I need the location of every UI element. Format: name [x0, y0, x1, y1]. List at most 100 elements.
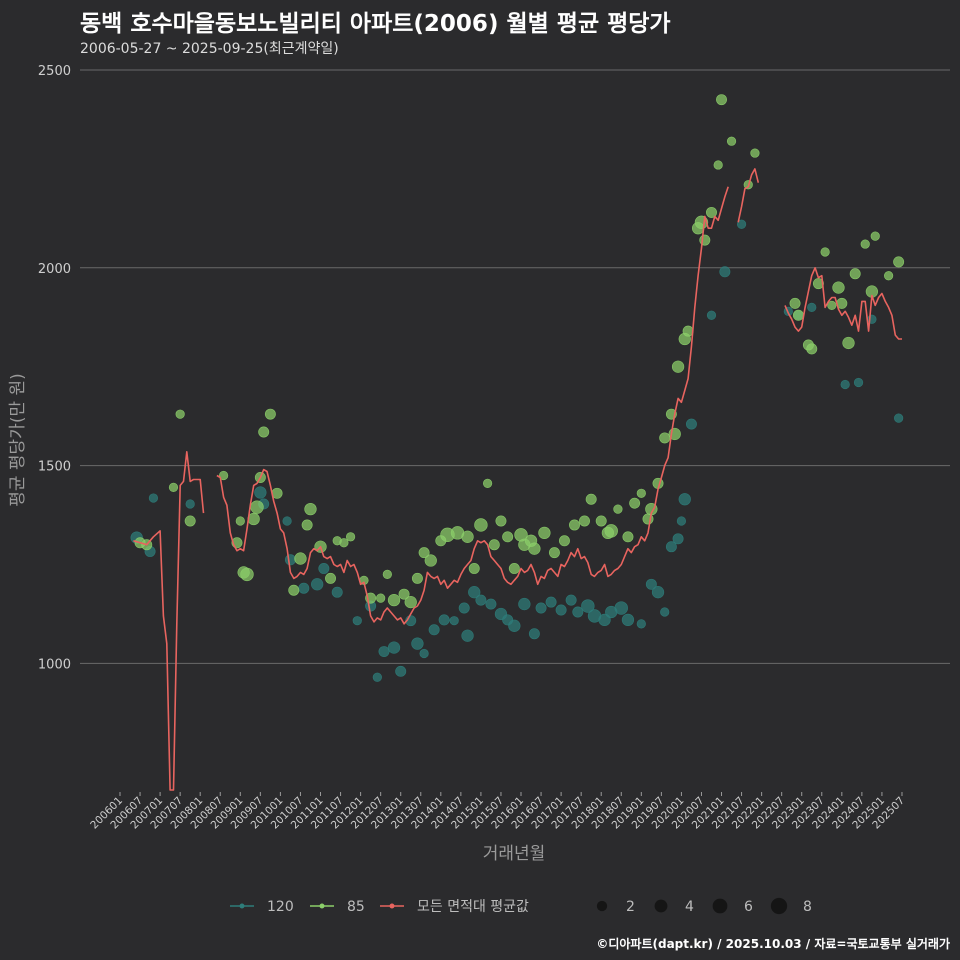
y-axis-ticks: 1000 1500 2000 2500 [38, 64, 71, 672]
point-85 [585, 493, 597, 505]
point-85 [495, 515, 507, 527]
point-85 [870, 231, 880, 241]
point-120 [565, 594, 577, 606]
point-85 [726, 136, 737, 146]
point-85 [622, 531, 634, 543]
legend-size-2: 2 [596, 899, 635, 915]
point-120 [254, 486, 267, 499]
point-85 [789, 297, 801, 309]
point-85 [339, 538, 349, 548]
point-120 [372, 672, 382, 682]
legend: 120 85 모든 면적대 평균값 2 4 6 8 [230, 897, 812, 915]
point-85 [893, 256, 905, 268]
point-120 [428, 624, 440, 636]
point-85 [168, 482, 179, 492]
point-120 [331, 586, 343, 598]
point-120 [676, 516, 687, 526]
point-120 [660, 607, 670, 617]
source-credit: ©디아파트(dapt.kr) / 2025.10.03 / 자료=국토교통부 실… [596, 937, 950, 951]
chart-title: 동백 호수마을동보노빌리티 아파트(2006) 월별 평균 평당가 [80, 11, 671, 37]
point-85 [659, 432, 671, 444]
point-85 [613, 504, 623, 514]
point-120 [621, 613, 635, 627]
legend-label: 120 [267, 899, 294, 915]
point-85 [716, 94, 727, 106]
point-120 [419, 648, 429, 659]
average-line-segment [216, 186, 729, 625]
y-axis-title: 평균 평당가(만 원) [8, 373, 28, 507]
legend-size-label: 4 [685, 899, 694, 915]
point-85 [474, 518, 488, 532]
point-85 [376, 593, 386, 603]
point-85 [528, 542, 541, 555]
point-120 [706, 310, 717, 320]
point-120 [636, 619, 646, 629]
legend-size-circle [596, 900, 608, 912]
point-120 [508, 619, 521, 632]
point-85 [579, 515, 590, 527]
point-85 [884, 271, 894, 281]
point-120 [598, 613, 611, 627]
legend-size-6: 6 [712, 898, 753, 915]
legend-dot-swatch [239, 903, 245, 909]
point-120 [395, 665, 407, 677]
point-85 [235, 516, 245, 526]
point-85 [569, 519, 580, 531]
point-85 [288, 584, 300, 596]
point-120 [475, 594, 487, 606]
point-85 [301, 519, 313, 531]
point-85 [345, 532, 356, 542]
point-120 [458, 602, 470, 614]
point-120 [148, 493, 159, 503]
point-85 [538, 526, 551, 539]
legend-label: 85 [347, 899, 365, 915]
legend-size-label: 8 [803, 899, 812, 915]
point-120 [853, 377, 864, 388]
legend-dot-swatch [319, 903, 325, 909]
point-85 [806, 343, 818, 355]
point-120 [685, 418, 697, 430]
point-85 [832, 281, 845, 294]
point-85 [792, 309, 804, 321]
point-85 [548, 547, 560, 559]
legend-size-label: 6 [744, 899, 753, 915]
point-85 [820, 247, 830, 257]
legend-item-average: 모든 면적대 평균값 [380, 899, 529, 915]
point-85 [325, 572, 337, 584]
point-120 [518, 597, 531, 611]
point-85 [750, 148, 760, 158]
point-120 [411, 637, 424, 650]
point-120 [468, 586, 481, 599]
point-85 [860, 239, 870, 249]
point-120 [284, 554, 296, 566]
legend-size-label: 2 [626, 899, 635, 915]
legend-size-8: 8 [770, 897, 812, 915]
y-tick-label: 1000 [38, 657, 71, 672]
point-120 [438, 614, 450, 626]
point-85 [411, 572, 423, 584]
point-120 [311, 578, 324, 591]
point-120 [651, 586, 665, 599]
point-120 [185, 499, 195, 509]
point-120 [545, 596, 557, 608]
point-85 [604, 524, 618, 538]
legend-size-circle [770, 897, 788, 915]
point-85 [671, 360, 685, 373]
point-85 [502, 531, 514, 543]
point-85 [382, 569, 392, 579]
y-tick-label: 2000 [38, 262, 71, 277]
legend-item-85: 85 [310, 899, 365, 915]
point-120 [572, 606, 584, 618]
point-85 [468, 562, 480, 574]
average-line-segment [737, 168, 760, 223]
point-120 [378, 646, 390, 658]
point-120 [352, 616, 362, 626]
legend-size-circle [654, 899, 668, 913]
point-85 [482, 478, 493, 489]
point-120 [485, 598, 497, 610]
point-85 [264, 408, 276, 420]
point-120 [719, 266, 731, 278]
point-85 [240, 567, 254, 582]
point-120 [736, 219, 747, 229]
